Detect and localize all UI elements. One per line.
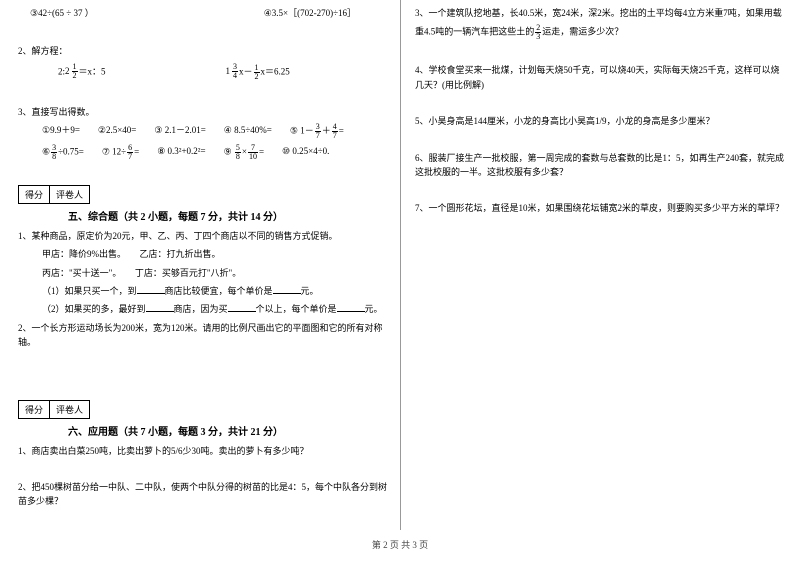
q3-6: ⑥38÷0.75= bbox=[42, 144, 84, 161]
mf-d: 2 bbox=[72, 72, 78, 80]
calc-q4: ④3.5×［(702-270)÷16］ bbox=[264, 6, 356, 20]
q3-row2: ⑥38÷0.75= ⑦ 12÷67= ⑧ 0.3²+0.2²= ⑨ 58×710… bbox=[18, 144, 388, 161]
l5a: （2）如果买的多，最好到 bbox=[42, 304, 146, 314]
f9-d1: 8 bbox=[235, 153, 241, 161]
l4a: （1）如果只买一个，到 bbox=[42, 286, 137, 296]
score-box-5: 得分 评卷人 bbox=[18, 185, 90, 204]
eq-b-mid: x－ bbox=[239, 66, 253, 76]
l5c: 个以上，每个单价是 bbox=[256, 304, 337, 314]
frac-b2: 12 bbox=[254, 64, 260, 81]
eq-a: 2:212＝x：5 bbox=[58, 63, 106, 81]
q3-5-pre: ⑤ 1－ bbox=[290, 125, 314, 135]
l4c: 元。 bbox=[301, 286, 319, 296]
r-q3-l1: 3、一个建筑队挖地基，长40.5米，宽24米，深2米。挖出的土平均每4立方米重7… bbox=[415, 6, 788, 20]
q3-9-pre: ⑨ bbox=[224, 146, 234, 156]
q3-7-post: = bbox=[134, 146, 139, 156]
q3-9-mid: × bbox=[242, 146, 247, 156]
score-label: 得分 bbox=[19, 186, 50, 203]
q3-6-post: ÷0.75= bbox=[58, 146, 84, 156]
mixed-frac: 212 bbox=[65, 63, 79, 80]
f-d2: 7 bbox=[332, 132, 338, 140]
q3-3: ③ 2.1－2.01= bbox=[154, 123, 205, 140]
q3-title: 3、直接写出得数。 bbox=[18, 105, 388, 119]
q2-equations: 2:212＝x：5 134x－12x＝6.25 bbox=[18, 63, 388, 81]
r-q3-frac: 23 bbox=[535, 24, 541, 41]
reviewer-label: 评卷人 bbox=[50, 186, 89, 203]
blank-field[interactable] bbox=[273, 284, 301, 294]
s5-q1-l1: 1、某种商品，原定价为20元，甲、乙、丙、丁四个商店以不同的销售方式促销。 bbox=[18, 229, 388, 243]
eq-a-post: ＝x：5 bbox=[79, 66, 106, 76]
s6-q2: 2、把450棵树苗分给一中队、二中队，使两个中队分得的树苗的比是4：5，每个中队… bbox=[18, 480, 388, 509]
fb2-d: 2 bbox=[254, 73, 260, 81]
blank-field[interactable] bbox=[146, 302, 174, 312]
blank-field[interactable] bbox=[137, 284, 165, 294]
rf-d: 3 bbox=[535, 33, 541, 41]
q3-10: ⑩ 0.25×4÷0. bbox=[282, 144, 329, 161]
f6-d: 8 bbox=[51, 153, 57, 161]
mfb-int: 1 bbox=[226, 64, 231, 78]
f-d: 7 bbox=[315, 132, 321, 140]
s5-q1-l5: （2）如果买的多，最好到 商店，因为买 个以上，每个单价是 元。 bbox=[18, 302, 388, 316]
eq-a-pre: 2: bbox=[58, 66, 65, 76]
l5d: 元。 bbox=[365, 304, 383, 314]
q3-5-mid: ＋ bbox=[322, 125, 331, 135]
q3-7: ⑦ 12÷67= bbox=[102, 144, 139, 161]
mfb-d: 4 bbox=[232, 72, 238, 80]
s5-q1-l3: 丙店："买十送一"。 丁店：买够百元打"八折"。 bbox=[18, 266, 388, 280]
q3-2: ②2.5×40= bbox=[98, 123, 136, 140]
f9-d2: 10 bbox=[248, 153, 258, 161]
l4b: 商店比较便宜，每个单价是 bbox=[165, 286, 273, 296]
score-label: 得分 bbox=[19, 401, 50, 418]
q3-9-post: = bbox=[259, 146, 264, 156]
s6-q1: 1、商店卖出白菜250吨，比卖出萝卜的5/6少30吨。卖出的萝卜有多少吨？ bbox=[18, 444, 388, 458]
left-column: ③42÷(65 ÷ 37 ） ④3.5×［(702-270)÷16］ 2、解方程… bbox=[0, 0, 400, 530]
calc-q3: ③42÷(65 ÷ 37 ） bbox=[30, 6, 94, 20]
q2-title: 2、解方程： bbox=[18, 44, 388, 58]
section-6-title: 六、应用题（共 7 小题，每题 3 分，共计 21 分） bbox=[18, 423, 388, 438]
f7-d: 7 bbox=[127, 153, 133, 161]
reviewer-label: 评卷人 bbox=[50, 401, 89, 418]
mf-int: 2 bbox=[65, 64, 70, 78]
r-q3-l2a: 重4.5吨的一辆汽车把这些土的 bbox=[415, 27, 534, 37]
r-q3-l2b: 运走，需运多少次？ bbox=[542, 27, 623, 37]
r-q5: 5、小昊身高是144厘米，小龙的身高比小昊高1/9，小龙的身高是多少厘米？ bbox=[415, 114, 788, 128]
q3-7-pre: ⑦ 12÷ bbox=[102, 146, 126, 156]
q3-5-post: = bbox=[339, 125, 344, 135]
section-5-title: 五、综合题（共 2 小题，每题 7 分，共计 14 分） bbox=[18, 208, 388, 223]
blank-field[interactable] bbox=[337, 302, 365, 312]
r-q6: 6、服装厂接生产一批校服，第一周完成的套数与总套数的比是1：5，如再生产240套… bbox=[415, 151, 788, 180]
q3-1: ①9.9＋9= bbox=[42, 123, 80, 140]
s5-q1-l2: 甲店：降价9%出售。 乙店：打九折出售。 bbox=[18, 247, 388, 261]
blank-field[interactable] bbox=[228, 302, 256, 312]
r-q4: 4、学校食堂买来一批煤，计划每天烧50千克，可以烧40天，实际每天烧25千克，这… bbox=[415, 63, 788, 92]
q3-5: ⑤ 1－37＋47= bbox=[290, 123, 344, 140]
q3-6-pre: ⑥ bbox=[42, 146, 50, 156]
r-q7: 7、一个圆形花坛，直径是10米，如果围绕花坛铺宽2米的草皮，则要购买多少平方米的… bbox=[415, 201, 788, 215]
eq-b-post: x＝6.25 bbox=[261, 66, 290, 76]
score-box-6: 得分 评卷人 bbox=[18, 400, 90, 419]
q3-row1: ①9.9＋9= ②2.5×40= ③ 2.1－2.01= ④ 8.5÷40%= … bbox=[18, 123, 388, 140]
page-footer: 第 2 页 共 3 页 bbox=[0, 538, 800, 551]
q3-8: ⑧ 0.3²+0.2²= bbox=[157, 144, 205, 161]
eq-b: 134x－12x＝6.25 bbox=[226, 63, 290, 81]
calc-row-34: ③42÷(65 ÷ 37 ） ④3.5×［(702-270)÷16］ bbox=[18, 6, 388, 20]
s5-q2: 2、一个长方形运动场长为200米，宽为120米。请用的比例尺画出它的平面图和它的… bbox=[18, 321, 388, 350]
s5-q1-l4: （1）如果只买一个，到 商店比较便宜，每个单价是 元。 bbox=[18, 284, 388, 298]
q3-9: ⑨ 58×710= bbox=[224, 144, 264, 161]
page-container: ③42÷(65 ÷ 37 ） ④3.5×［(702-270)÷16］ 2、解方程… bbox=[0, 0, 800, 530]
r-q3-l2: 重4.5吨的一辆汽车把这些土的23运走，需运多少次？ bbox=[415, 24, 788, 41]
l5b: 商店，因为买 bbox=[174, 304, 228, 314]
mixed-frac-b: 134 bbox=[226, 63, 240, 80]
right-column: 3、一个建筑队挖地基，长40.5米，宽24米，深2米。挖出的土平均每4立方米重7… bbox=[400, 0, 800, 530]
q3-4: ④ 8.5÷40%= bbox=[224, 123, 272, 140]
